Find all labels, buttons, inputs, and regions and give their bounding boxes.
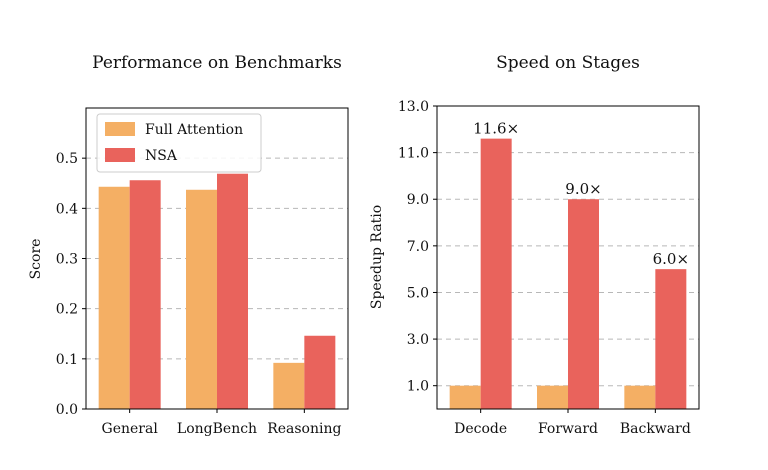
bar <box>449 385 481 409</box>
legend-label-full-attention: Full Attention <box>145 122 243 138</box>
legend-swatch-nsa <box>105 148 135 162</box>
y-axis-label: Score <box>28 239 44 280</box>
y-tick-label: 3.0 <box>407 332 429 348</box>
bar <box>655 269 687 409</box>
speed-chart: Speed on Stages Speedup Ratio 1.0 3.0 5.0 7… <box>369 53 700 437</box>
data-label: 9.0× <box>565 180 601 198</box>
bar <box>568 199 599 409</box>
y-tick-label: 0.2 <box>56 302 78 318</box>
data-label: 6.0× <box>653 250 689 268</box>
chart-title: Performance on Benchmarks <box>92 53 342 73</box>
data-label: 11.6× <box>473 120 519 138</box>
y-tick-label: 0.5 <box>56 151 78 167</box>
y-tick-label: 11.0 <box>398 146 429 162</box>
y-tick-label: 1.0 <box>407 379 429 395</box>
x-tick-label: Decode <box>454 421 507 437</box>
y-tick-label: 13.0 <box>398 99 429 115</box>
y-tick-label: 0.3 <box>56 252 78 268</box>
y-tick-label: 9.0 <box>407 192 429 208</box>
y-tick-label: 0.1 <box>56 352 78 368</box>
bar <box>217 173 248 409</box>
legend-label-nsa: NSA <box>145 148 178 164</box>
y-tick-label: 0.4 <box>56 201 78 217</box>
x-tick-label: General <box>102 421 159 437</box>
chart-title: Speed on Stages <box>496 53 640 73</box>
y-tick-label: 5.0 <box>407 285 429 301</box>
x-tick-label: Backward <box>620 421 691 437</box>
bar <box>304 335 336 409</box>
x-tick-label: LongBench <box>177 421 257 437</box>
x-tick-label: Reasoning <box>267 421 341 437</box>
bar <box>98 186 130 409</box>
legend-swatch-full-attention <box>105 122 135 136</box>
y-tick-label: 0.0 <box>56 402 78 418</box>
bar <box>480 138 512 409</box>
bar <box>537 385 568 409</box>
x-tick-label: Forward <box>538 421 598 437</box>
y-tick-label: 7.0 <box>407 239 429 255</box>
legend-box <box>96 113 262 173</box>
y-axis-label: Speedup Ratio <box>369 205 385 309</box>
bar <box>273 362 305 409</box>
bar <box>624 385 656 409</box>
bar <box>186 189 217 409</box>
benchmark-chart: Performance on Benchmarks Score 0.0 0.1 0.… <box>28 53 349 437</box>
legend: Full Attention NSA <box>96 113 262 173</box>
bar <box>129 180 161 409</box>
